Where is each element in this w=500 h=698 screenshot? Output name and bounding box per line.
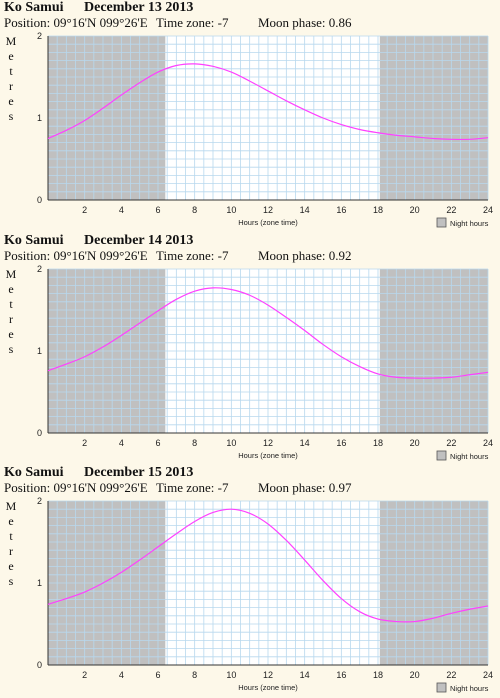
x-tick-label: 20 bbox=[410, 205, 420, 215]
x-tick-label: 24 bbox=[483, 205, 493, 215]
panel-header: Ko Samui December 13 2013 bbox=[4, 0, 193, 16]
x-tick-label: 14 bbox=[300, 438, 310, 448]
x-tick-label: 22 bbox=[446, 438, 456, 448]
x-tick-label: 20 bbox=[410, 438, 420, 448]
night-legend-label: Night hours bbox=[450, 219, 489, 228]
date-label: December 14 2013 bbox=[84, 233, 194, 248]
y-tick-label: 1 bbox=[37, 578, 42, 588]
x-tick-label: 16 bbox=[336, 670, 346, 680]
x-tick-label: 12 bbox=[263, 670, 273, 680]
tide-height-line bbox=[47, 287, 489, 379]
tide-height-line bbox=[47, 63, 489, 141]
x-tick-label: 18 bbox=[373, 205, 383, 215]
x-axis-title: Hours (zone time) bbox=[238, 683, 298, 692]
panel-header: Ko Samui December 15 2013 bbox=[4, 465, 193, 481]
location-label: Ko Samui bbox=[4, 465, 64, 480]
location-label: Ko Samui bbox=[4, 233, 64, 248]
x-tick-label: 10 bbox=[226, 670, 236, 680]
position-label: Position: 09°16'N 099°26'E bbox=[4, 480, 148, 495]
x-tick-label: 24 bbox=[483, 438, 493, 448]
x-tick-label: 12 bbox=[263, 438, 273, 448]
tide-panel-2: Ko Samui December 14 2013 Position: 09°1… bbox=[0, 233, 500, 465]
timezone-label: Time zone: -7 bbox=[156, 480, 229, 495]
x-tick-label: 4 bbox=[119, 438, 124, 448]
x-tick-label: 2 bbox=[82, 438, 87, 448]
moon-phase-label: Moon phase: 0.97 bbox=[258, 480, 352, 495]
x-tick-label: 22 bbox=[446, 205, 456, 215]
x-tick-label: 8 bbox=[192, 438, 197, 448]
x-tick-label: 2 bbox=[82, 670, 87, 680]
night-legend-label: Night hours bbox=[450, 684, 489, 693]
night-legend-swatch bbox=[436, 217, 447, 228]
x-tick-label: 20 bbox=[410, 670, 420, 680]
tide-panel-3: Ko Samui December 15 2013 Position: 09°1… bbox=[0, 465, 500, 697]
x-tick-label: 18 bbox=[373, 670, 383, 680]
x-tick-label: 24 bbox=[483, 670, 493, 680]
night-legend-label: Night hours bbox=[450, 452, 489, 461]
date-label: December 13 2013 bbox=[84, 0, 194, 15]
night-legend-swatch bbox=[436, 682, 447, 693]
x-tick-label: 14 bbox=[300, 670, 310, 680]
y-tick-label: 0 bbox=[37, 428, 42, 438]
panel-header: Ko Samui December 14 2013 bbox=[4, 233, 193, 249]
location-label: Ko Samui bbox=[4, 0, 64, 15]
moon-phase-label: Moon phase: 0.92 bbox=[258, 248, 352, 263]
timezone-label: Time zone: -7 bbox=[156, 15, 229, 30]
x-tick-label: 2 bbox=[82, 205, 87, 215]
x-tick-label: 8 bbox=[192, 670, 197, 680]
x-tick-label: 18 bbox=[373, 438, 383, 448]
x-tick-label: 12 bbox=[263, 205, 273, 215]
y-tick-label: 2 bbox=[37, 31, 42, 41]
tide-height-line bbox=[47, 508, 489, 623]
x-axis-title: Hours (zone time) bbox=[238, 218, 298, 227]
x-tick-label: 22 bbox=[446, 670, 456, 680]
x-tick-label: 4 bbox=[119, 205, 124, 215]
x-tick-label: 14 bbox=[300, 205, 310, 215]
x-tick-label: 6 bbox=[155, 670, 160, 680]
y-tick-label: 0 bbox=[37, 660, 42, 670]
position-label: Position: 09°16'N 099°26'E bbox=[4, 15, 148, 30]
night-legend-swatch bbox=[436, 450, 447, 461]
date-label: December 15 2013 bbox=[84, 465, 194, 480]
y-tick-label: 1 bbox=[37, 113, 42, 123]
y-tick-label: 2 bbox=[37, 264, 42, 274]
x-tick-label: 10 bbox=[226, 205, 236, 215]
x-tick-label: 4 bbox=[119, 670, 124, 680]
y-tick-label: 0 bbox=[37, 195, 42, 205]
x-tick-label: 10 bbox=[226, 438, 236, 448]
x-tick-label: 6 bbox=[155, 438, 160, 448]
tide-panel-1: Ko Samui December 13 2013 Position: 09°1… bbox=[0, 0, 500, 232]
x-tick-label: 16 bbox=[336, 438, 346, 448]
y-tick-label: 1 bbox=[37, 346, 42, 356]
y-tick-label: 2 bbox=[37, 496, 42, 506]
x-tick-label: 16 bbox=[336, 205, 346, 215]
moon-phase-label: Moon phase: 0.86 bbox=[258, 15, 352, 30]
timezone-label: Time zone: -7 bbox=[156, 248, 229, 263]
x-axis-title: Hours (zone time) bbox=[238, 451, 298, 460]
position-label: Position: 09°16'N 099°26'E bbox=[4, 248, 148, 263]
x-tick-label: 6 bbox=[155, 205, 160, 215]
x-tick-label: 8 bbox=[192, 205, 197, 215]
